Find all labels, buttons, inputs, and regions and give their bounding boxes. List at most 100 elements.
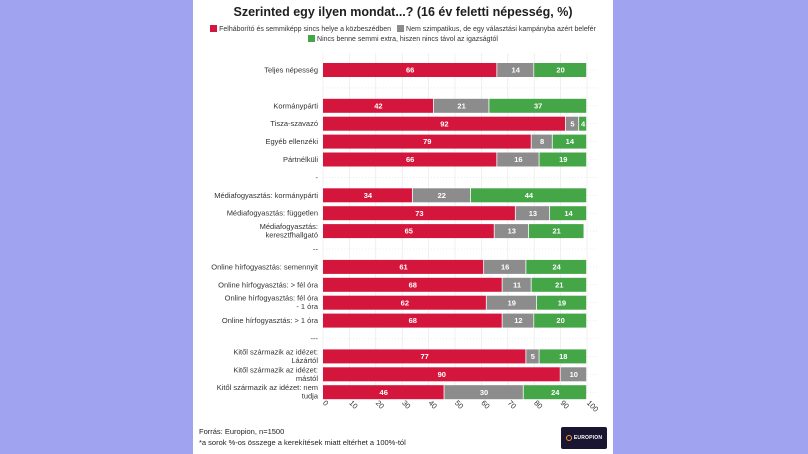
legend-item-not-sympathetic: Nem szimpatikus, de egy választási kampá…: [397, 25, 596, 33]
bar-segment-outraged: [323, 224, 494, 239]
category-label: Egyéb ellenzéki: [265, 137, 318, 146]
bar-segment-nothing-extra: [534, 313, 587, 328]
europion-logo: EUROPION: [561, 427, 607, 449]
data-label: 10: [570, 370, 578, 379]
category-label: ---: [311, 334, 319, 343]
bar-segment-outraged: [323, 313, 502, 328]
bar-segment-nothing-extra: [536, 295, 587, 310]
x-tick-label: 0: [321, 398, 330, 407]
logo-text: EUROPION: [573, 435, 603, 441]
bar-segment-nothing-extra: [534, 63, 587, 77]
data-label: 42: [374, 101, 382, 110]
category-label: Online hírfogyasztás: semennyit: [211, 262, 319, 271]
bar-segment-not-sympathetic: [486, 295, 537, 310]
data-label: 19: [559, 155, 567, 164]
data-label: 21: [457, 101, 465, 110]
x-tick-label: 40: [427, 398, 439, 410]
category-label: Teljes népesség: [264, 66, 318, 75]
category-label: Médiafogyasztás: független: [227, 209, 318, 218]
legend-row-1: Felháborító és semmiképp sincs helye a k…: [193, 25, 613, 33]
bar-segment-not-sympathetic: [433, 98, 489, 113]
bar-segment-not-sympathetic: [565, 116, 579, 131]
x-tick-label: 20: [374, 398, 386, 410]
bar-segment-not-sympathetic: [526, 349, 539, 364]
data-label: 46: [380, 388, 388, 397]
data-label: 5: [531, 352, 535, 361]
stacked-bar-chart: Teljes népesség 66 14 20 Kormánypárti 42 21 37 T…: [211, 53, 600, 414]
category-label: --: [313, 245, 318, 254]
data-label: 61: [399, 263, 407, 272]
legend-swatch-red: [210, 25, 218, 32]
legend-label-nothing-extra: Nincs benne semmi extra, hiszen nincs tá…: [317, 36, 498, 43]
chart-title: Szerinted egy ilyen mondat...? (16 év fe…: [233, 5, 573, 19]
category-label-line: tudja: [302, 392, 319, 401]
bar-segment-not-sympathetic: [502, 313, 534, 328]
data-label: 13: [529, 209, 537, 218]
bar-segment-outraged: [323, 116, 566, 131]
x-tick-label: 50: [453, 398, 465, 410]
data-label: 11: [513, 280, 521, 289]
data-label: 19: [558, 298, 566, 307]
bar-segment-nothing-extra: [550, 206, 587, 221]
bar-segment-outraged: [323, 385, 444, 400]
data-label: 4: [581, 119, 586, 128]
data-label: 14: [512, 66, 521, 75]
category-label-line: Médiafogyasztás:: [260, 222, 318, 231]
data-label: 44: [525, 191, 534, 200]
x-tick-label: 30: [400, 398, 412, 410]
legend-label-outraged: Felháborító és semmiképp sincs helye a k…: [219, 26, 392, 33]
category-label: Kitől származik az idézet: nem tudja: [217, 383, 319, 401]
bar-segment-not-sympathetic: [531, 134, 552, 149]
category-label: Kormánypárti: [273, 101, 318, 110]
category-label-line: Kitől származik az idézet:: [233, 347, 318, 356]
bar-segment-nothing-extra: [539, 349, 587, 364]
data-label: 24: [551, 388, 560, 397]
data-label: 34: [364, 191, 373, 200]
x-tick-label: 90: [559, 398, 571, 410]
data-label: 66: [406, 155, 414, 164]
category-label: Kitől származik az idézet: Lázártól: [233, 347, 318, 365]
x-tick-label: 70: [506, 398, 518, 410]
data-label: 65: [405, 227, 413, 236]
data-label: 22: [438, 191, 446, 200]
bar-segment-nothing-extra: [523, 385, 587, 400]
category-label: Kitől származik az idézet: mástól: [233, 365, 318, 383]
data-label: 21: [555, 280, 563, 289]
bar-segment-nothing-extra: [489, 98, 587, 113]
category-label-line: Kitől származik az idézet:: [233, 365, 318, 374]
data-label: 37: [534, 101, 542, 110]
data-label: 16: [514, 155, 522, 164]
legend-item-nothing-extra: Nincs benne semmi extra, hiszen nincs tá…: [308, 35, 498, 43]
category-label: Tisza-szavazó: [270, 119, 318, 128]
data-label: 20: [556, 316, 564, 325]
bar-segment-outraged: [323, 134, 531, 149]
bar-segment-not-sympathetic: [484, 259, 526, 274]
data-label: 18: [559, 352, 567, 361]
bar-segment-nothing-extra: [579, 116, 587, 131]
legend-item-outraged: Felháborító és semmiképp sincs helye a k…: [210, 25, 391, 33]
data-label: 5: [570, 119, 574, 128]
data-label: 90: [438, 370, 446, 379]
data-label: 12: [514, 316, 522, 325]
data-label: 16: [501, 263, 509, 272]
x-tick-label: 60: [479, 398, 491, 410]
bar-segment-outraged: [323, 277, 502, 292]
data-label: 62: [401, 298, 409, 307]
bar-segment-outraged: [323, 206, 515, 221]
bar-segment-not-sympathetic: [560, 367, 587, 382]
x-tick-label: 80: [532, 398, 544, 410]
data-label: 68: [409, 316, 417, 325]
bar-segment-not-sympathetic: [502, 277, 531, 292]
bar-segment-outraged: [323, 63, 497, 77]
bar-segment-nothing-extra: [470, 188, 587, 203]
bar-segment-nothing-extra: [531, 277, 587, 292]
bar-segment-nothing-extra: [528, 224, 584, 239]
bar-segment-outraged: [323, 259, 484, 274]
category-label: Online hírfogyasztás: > fél óra: [218, 280, 319, 289]
source-note: Forrás: Europion, n=1500: [199, 427, 285, 436]
category-label-line: keresztfhallgató: [265, 231, 318, 240]
bar-segment-outraged: [323, 98, 434, 113]
category-label: -: [316, 173, 319, 182]
category-label-line: Online hírfogyasztás: fél óra: [225, 294, 319, 303]
footnote: *a sorok %-os összege a kerekítések miat…: [199, 438, 406, 447]
